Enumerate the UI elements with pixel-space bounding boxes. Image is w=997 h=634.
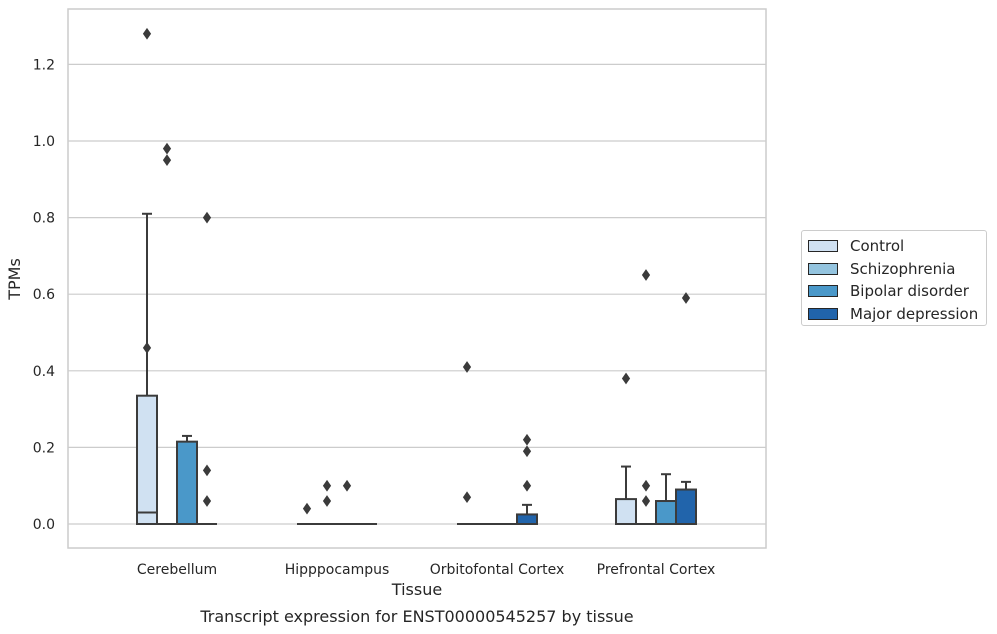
legend-label: Schizophrenia [850,259,956,278]
box-major-depression [197,211,217,525]
box-control [136,27,158,525]
legend-item: Control [808,236,904,256]
outlier-point [202,211,212,224]
box-body [136,394,158,525]
legend-item: Schizophrenia [808,259,955,279]
outlier-point [202,495,212,507]
legend-label: Major depression [850,304,979,323]
outlier-point [142,27,152,40]
box-schizophrenia [317,479,337,525]
outlier-point [681,292,691,304]
outlier-point [641,479,651,492]
x-tick-label: Orbitofontal Cortex [430,562,565,578]
legend-swatch [808,285,838,297]
outlier-point [162,154,172,167]
y-tick-label: 0.2 [33,440,55,456]
x-ticks: Cerebellum Hipppocampus Orbitofontal Corte… [137,562,715,578]
box-control [457,361,477,525]
legend-swatch [808,307,838,320]
legend-label: Control [850,237,905,255]
plot-frame [67,8,767,549]
box-bipolar-disorder [176,434,198,525]
box-bipolar-disorder [337,479,357,525]
y-tick-label: 0.6 [33,287,55,303]
y-tick-label: 1.0 [33,134,55,150]
outlier-point [322,479,332,492]
box-bipolar-disorder [655,473,677,525]
boxes [136,27,697,526]
legend-swatch [808,262,838,275]
outlier-point [522,445,532,458]
box-schizophrenia [157,142,177,525]
outlier-point [322,495,332,507]
outlier-point [522,433,532,446]
outlier-point [462,361,472,373]
y-tick-label: 0.0 [33,517,55,533]
box-major-depression [516,433,538,525]
outlier-point [522,479,532,492]
box-control [297,502,317,525]
box-body [176,440,198,525]
outlier-point [621,372,631,385]
box-major-depression [675,292,697,525]
x-tick-label: Hipppocampus [285,562,390,578]
gridlines [68,63,766,525]
outlier-point [641,269,651,281]
legend-label: Bipolar disorder [850,282,969,300]
outlier-point [641,495,651,507]
legend: Control Schizophrenia Bipolar disorder Majo… [801,230,987,326]
box-body [516,513,538,525]
legend-item: Major depression [808,304,978,324]
x-axis-label: Tissue [391,580,442,599]
chart-caption: Transcript expression for ENST0000054525… [199,607,633,626]
outlier-point [302,502,312,515]
box-body [655,500,677,525]
y-tick-label: 0.4 [33,364,55,380]
box-body [615,498,637,526]
box-schizophrenia [636,269,656,525]
outlier-point [202,464,212,477]
x-tick-label: Prefrontal Cortex [597,562,716,578]
outlier-point [462,491,472,504]
y-tick-label: 1.2 [33,57,55,73]
outlier-point [162,142,172,155]
y-ticks: 0.0 0.2 0.4 0.6 0.8 1.0 1.2 [33,57,55,533]
x-tick-label: Cerebellum [137,562,217,578]
box-body [675,488,697,525]
y-axis-label: TPMs [5,258,24,301]
outlier-point [142,341,152,354]
box-control [615,372,637,526]
legend-swatch [808,240,838,252]
y-tick-label: 0.8 [33,211,55,227]
outlier-point [342,479,352,492]
legend-item: Bipolar disorder [808,281,969,301]
